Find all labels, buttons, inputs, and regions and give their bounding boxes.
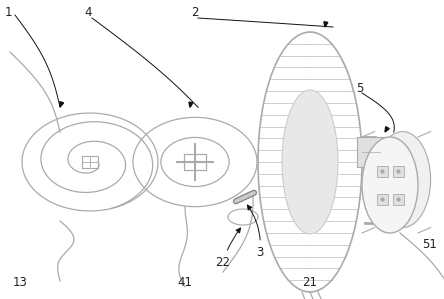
Text: 5: 5 — [357, 82, 364, 94]
Text: 3: 3 — [247, 205, 264, 259]
Ellipse shape — [282, 90, 338, 234]
Polygon shape — [324, 22, 328, 27]
Text: 41: 41 — [178, 275, 193, 289]
Bar — [392, 193, 404, 205]
Text: 22: 22 — [215, 228, 241, 269]
Bar — [392, 166, 404, 176]
Text: 2: 2 — [191, 5, 199, 19]
Polygon shape — [385, 127, 389, 132]
Polygon shape — [60, 102, 63, 107]
Text: 1: 1 — [4, 5, 12, 19]
Text: 51: 51 — [423, 239, 437, 251]
Bar — [357, 137, 385, 167]
Text: 13: 13 — [12, 275, 28, 289]
Ellipse shape — [375, 132, 431, 228]
Text: 21: 21 — [302, 275, 317, 289]
Text: 4: 4 — [84, 5, 92, 19]
Polygon shape — [189, 102, 193, 107]
Ellipse shape — [362, 137, 418, 233]
Bar — [377, 166, 388, 176]
Bar — [377, 193, 388, 205]
